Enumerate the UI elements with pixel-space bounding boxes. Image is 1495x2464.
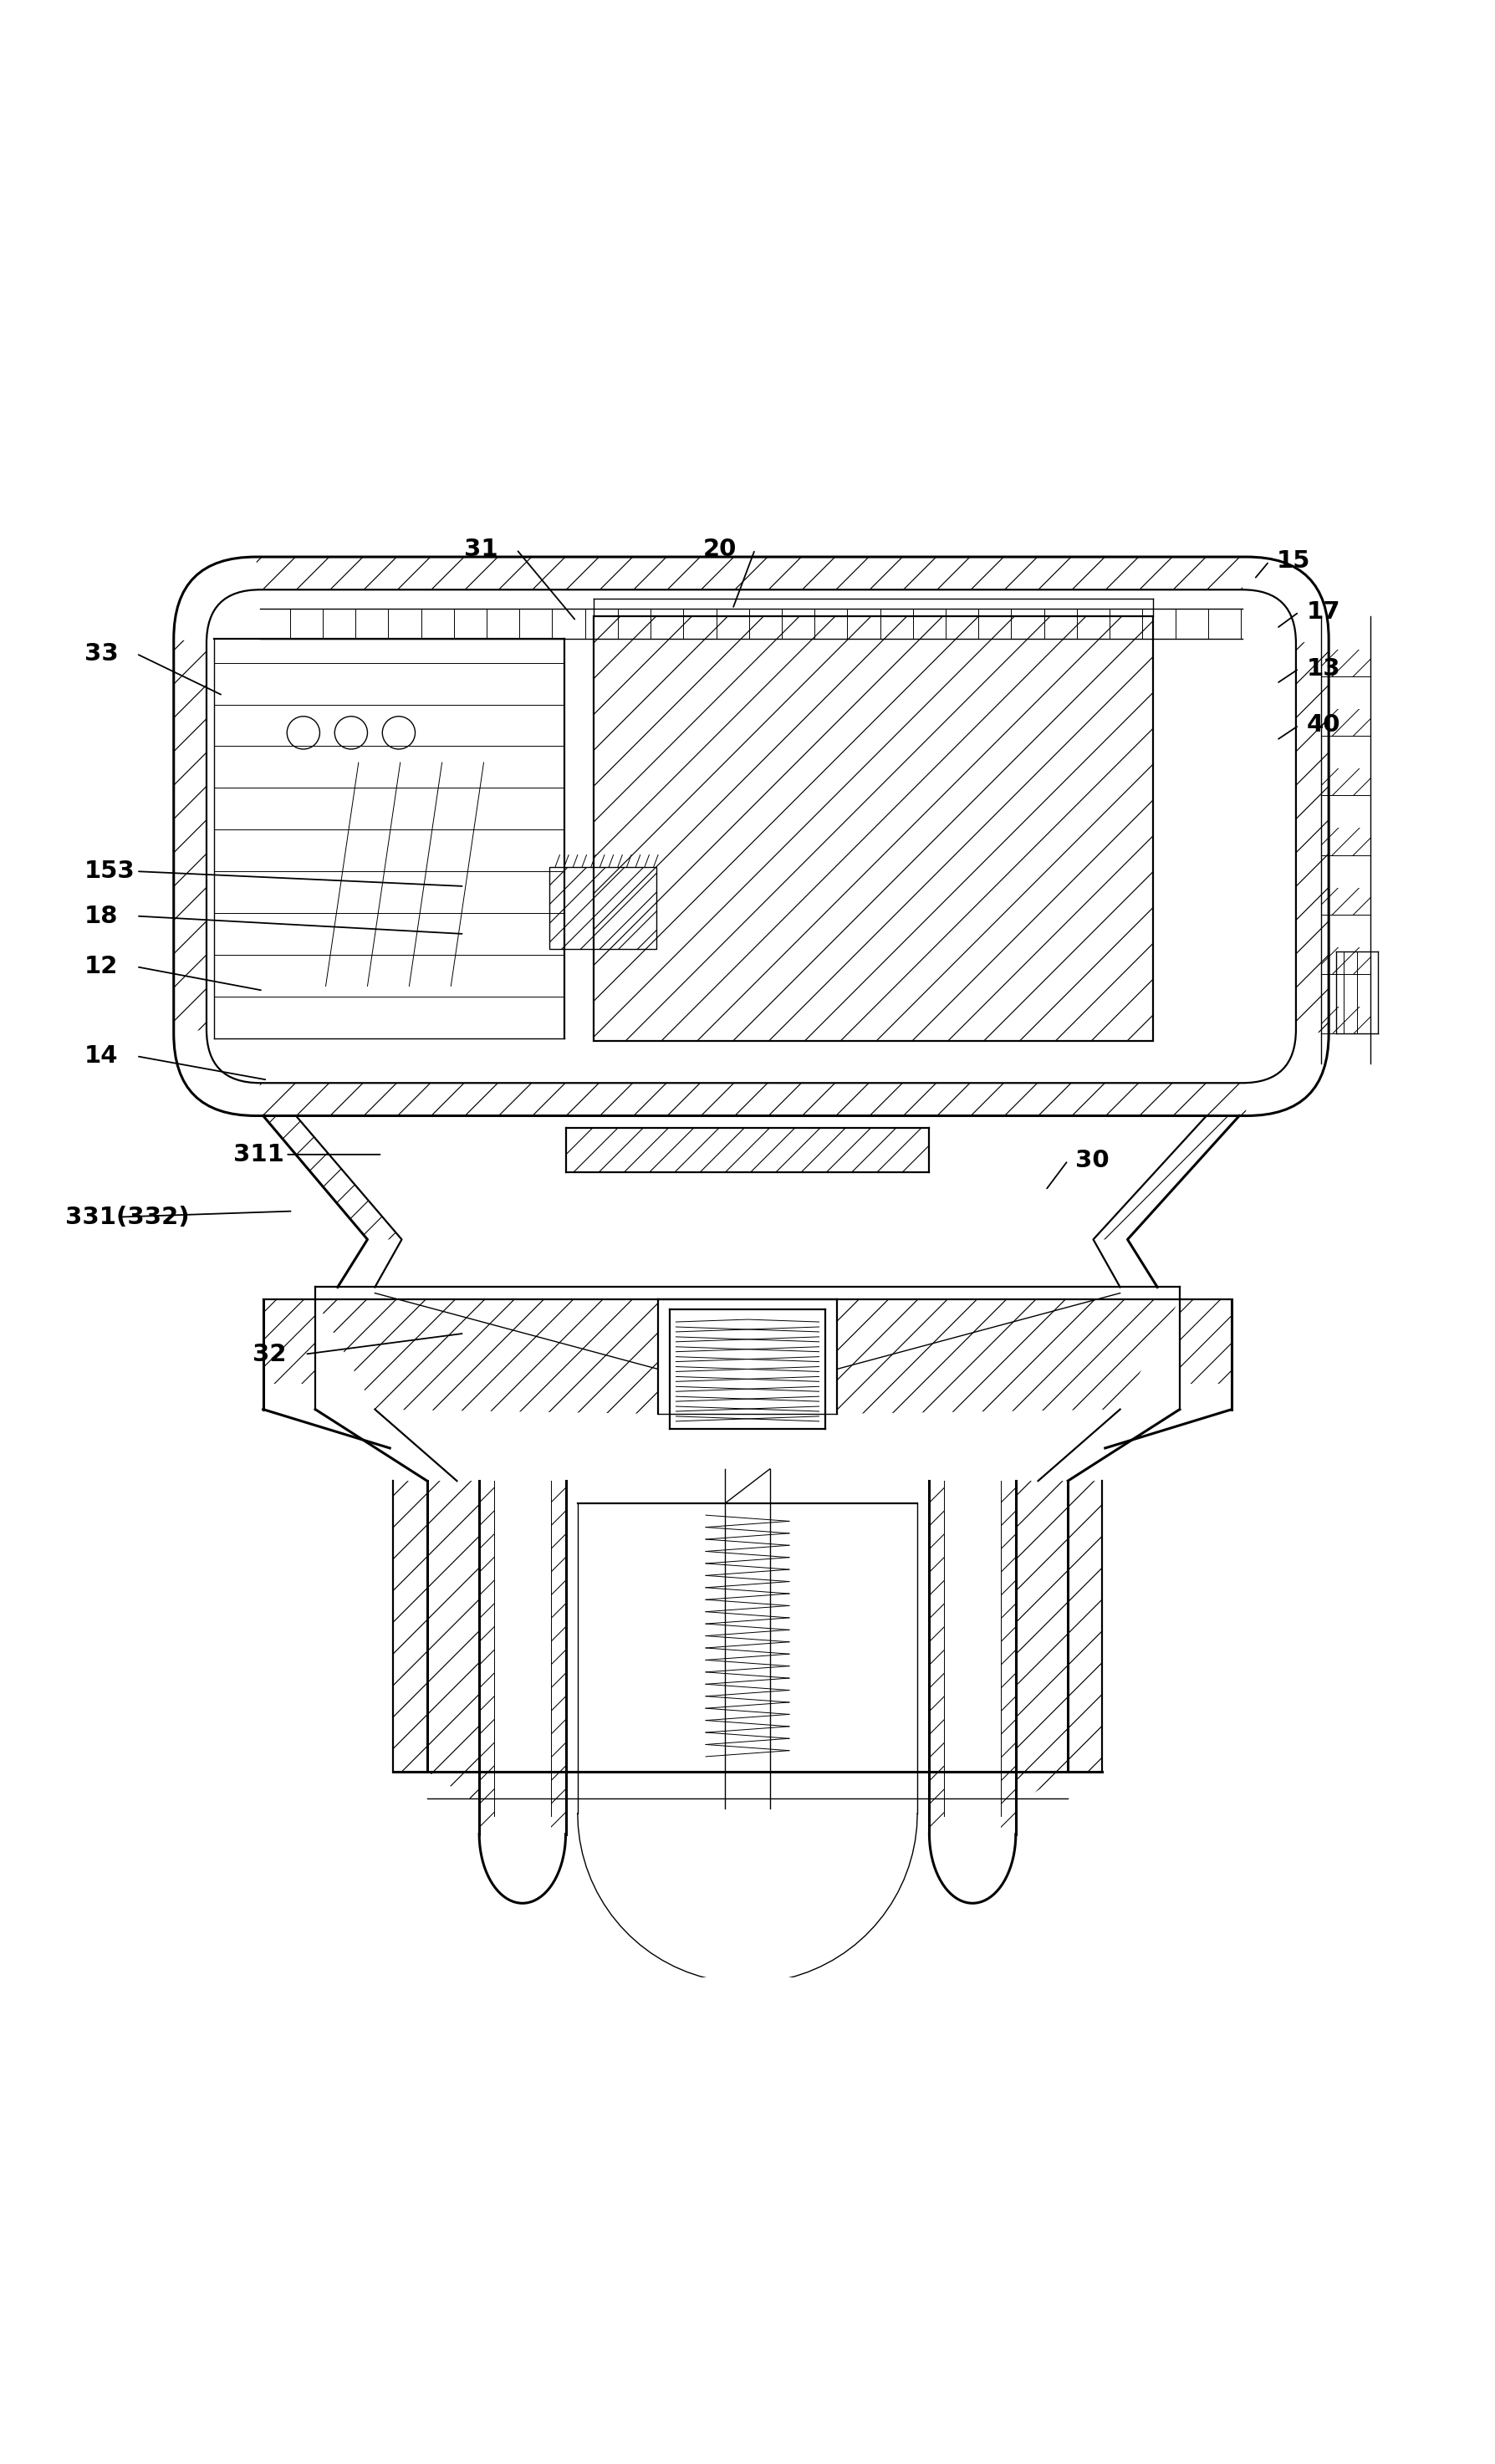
Text: 331(332): 331(332) bbox=[64, 1205, 190, 1230]
Text: 14: 14 bbox=[84, 1045, 118, 1067]
Text: 311: 311 bbox=[233, 1143, 284, 1165]
Text: 12: 12 bbox=[84, 956, 118, 978]
Text: 33: 33 bbox=[84, 643, 118, 665]
Text: 40: 40 bbox=[1307, 715, 1340, 737]
Text: 31: 31 bbox=[465, 537, 498, 562]
Text: 153: 153 bbox=[84, 860, 135, 882]
Text: 17: 17 bbox=[1307, 601, 1341, 623]
Text: 13: 13 bbox=[1307, 658, 1341, 680]
Text: 30: 30 bbox=[1075, 1148, 1109, 1173]
Text: 32: 32 bbox=[253, 1343, 287, 1365]
Text: 18: 18 bbox=[84, 904, 118, 929]
Text: 15: 15 bbox=[1277, 549, 1310, 574]
Text: 20: 20 bbox=[703, 537, 737, 562]
